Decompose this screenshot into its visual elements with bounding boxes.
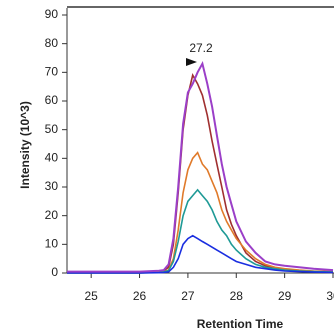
y-tick-label: 60 xyxy=(45,93,59,107)
y-tick-label: 30 xyxy=(45,179,59,193)
y-tick-label: 80 xyxy=(45,36,59,50)
y-tick-label: 50 xyxy=(45,122,59,136)
y-tick-label: 40 xyxy=(45,151,59,165)
x-tick-label: 26 xyxy=(133,289,147,303)
trace-line xyxy=(67,60,334,273)
trace-line xyxy=(67,234,334,274)
x-tick-label: 29 xyxy=(278,289,292,303)
x-tick-label: 25 xyxy=(85,289,99,303)
y-tick-label: 10 xyxy=(45,237,59,251)
y-tick-label: 20 xyxy=(45,208,59,222)
trace-line xyxy=(67,73,334,273)
y-tick-label: 70 xyxy=(45,65,59,79)
trace-line xyxy=(67,151,334,274)
peak-annotation: 27.2 xyxy=(189,41,213,55)
y-tick-label: 90 xyxy=(45,7,59,21)
x-tick-label: 27 xyxy=(181,289,195,303)
x-tick-label: 28 xyxy=(230,289,244,303)
x-tick-label: 30 xyxy=(326,289,334,303)
y-axis-title: Intensity (10^3) xyxy=(18,101,32,189)
x-axis-title: Retention Time xyxy=(197,317,284,331)
trace-line xyxy=(67,188,334,274)
peak-marker xyxy=(186,58,197,66)
y-tick-label: 0 xyxy=(51,265,58,279)
